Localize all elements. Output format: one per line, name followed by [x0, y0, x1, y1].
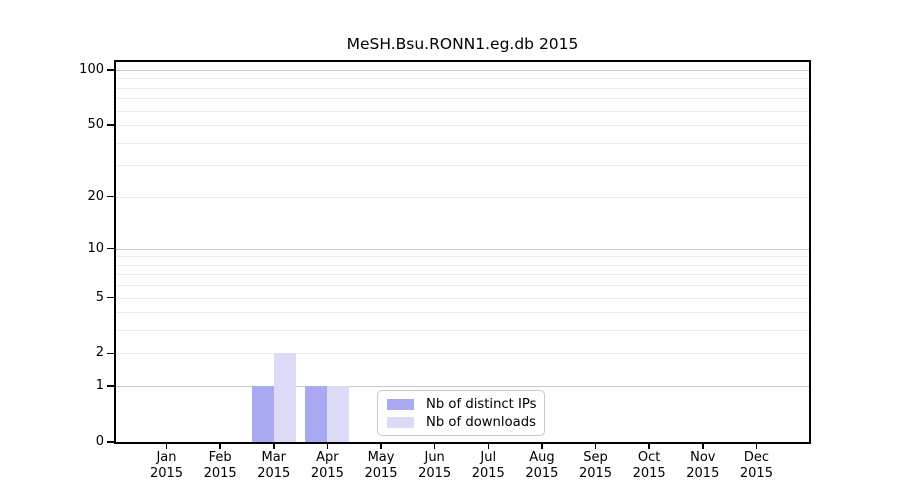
gridline-minor	[116, 142, 809, 144]
x-tick-label: Jul 2015	[471, 450, 505, 481]
chart-title: MeSH.Bsu.RONN1.eg.db 2015	[346, 35, 579, 53]
gridline-minor	[116, 330, 809, 332]
legend: Nb of distinct IPs Nb of downloads	[377, 390, 545, 436]
x-tick-label: Apr 2015	[310, 450, 344, 481]
y-tick-label: 100	[79, 62, 104, 77]
y-tick-mark	[107, 247, 114, 250]
legend-swatch-distinct-ips	[387, 398, 414, 410]
legend-swatch-downloads	[387, 416, 414, 428]
x-tick-mark	[326, 444, 329, 449]
gridline-minor	[116, 196, 809, 198]
gridline-minor	[116, 98, 809, 100]
gridline-minor	[116, 285, 809, 287]
plot-area	[114, 60, 811, 444]
gridline-minor	[116, 353, 809, 355]
y-tick-label: 0	[95, 434, 104, 449]
y-tick-label: 5	[95, 289, 104, 305]
bar-distinct-ips	[305, 386, 328, 442]
bar-downloads	[273, 353, 296, 442]
gridline-minor	[116, 78, 809, 80]
gridline-major	[116, 248, 809, 250]
y-tick-mark	[107, 441, 114, 443]
gridline-minor	[116, 256, 809, 258]
gridline-major	[116, 70, 809, 71]
legend-item-distinct-ips: Nb of distinct IPs	[387, 396, 537, 412]
y-tick-label: 50	[87, 117, 104, 133]
gridline-minor	[116, 264, 809, 266]
y-tick-mark	[107, 195, 114, 198]
x-tick-label: Oct 2015	[632, 450, 666, 481]
x-tick-mark	[648, 444, 650, 449]
gridline-minor	[116, 165, 809, 167]
x-tick-mark	[219, 444, 221, 449]
gridline-minor	[116, 87, 809, 89]
x-tick-mark	[380, 444, 382, 449]
x-tick-mark	[541, 444, 543, 449]
x-tick-label: Nov 2015	[686, 450, 720, 481]
bar-downloads	[327, 386, 350, 442]
x-tick-mark	[165, 444, 168, 449]
x-tick-label: Jan 2015	[149, 450, 184, 481]
gridline-minor	[116, 274, 809, 276]
x-tick-mark	[487, 444, 490, 449]
x-tick-label: Sep 2015	[578, 450, 613, 481]
y-tick-mark	[107, 69, 114, 71]
bar-distinct-ips	[251, 386, 274, 442]
x-tick-mark	[702, 444, 704, 449]
y-tick-mark	[107, 296, 114, 299]
x-tick-label: Jun 2015	[418, 450, 452, 481]
x-tick-label: Feb 2015	[203, 450, 237, 481]
gridline-minor	[116, 312, 809, 314]
legend-label-distinct-ips: Nb of distinct IPs	[426, 396, 537, 412]
x-tick-mark	[594, 444, 597, 449]
x-tick-mark	[433, 444, 436, 449]
x-tick-label: Dec 2015	[739, 450, 773, 481]
legend-item-downloads: Nb of downloads	[387, 414, 536, 430]
legend-label-downloads: Nb of downloads	[426, 414, 536, 430]
y-tick-mark	[107, 352, 114, 355]
x-tick-label: Aug 2015	[525, 450, 559, 481]
x-tick-label: May 2015	[364, 450, 398, 481]
x-tick-label: Mar 2015	[257, 450, 291, 481]
gridline-minor	[116, 125, 809, 127]
gridline-minor	[116, 110, 809, 112]
y-tick-mark	[107, 385, 114, 387]
x-tick-mark	[273, 444, 275, 449]
y-tick-label: 2	[95, 345, 104, 361]
y-tick-mark	[107, 124, 114, 126]
y-tick-label: 20	[87, 188, 104, 204]
y-tick-label: 1	[95, 378, 104, 394]
y-tick-label: 10	[87, 240, 104, 256]
gridline-major	[116, 386, 809, 388]
gridline-minor	[116, 297, 809, 299]
x-tick-mark	[755, 444, 758, 449]
